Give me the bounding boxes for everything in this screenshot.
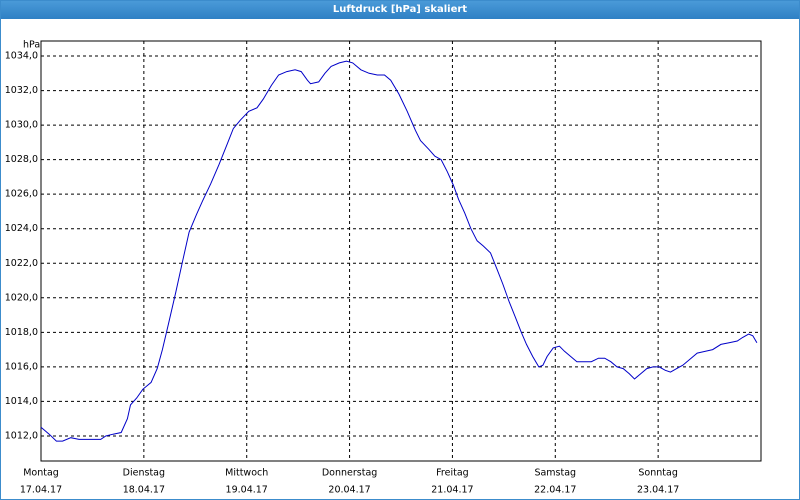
y-tick-label: 1024,0 (5, 223, 38, 234)
x-tick-label: 23.04.17 (637, 485, 679, 496)
y-tick-label: 1032,0 (5, 85, 38, 96)
y-tick-label: 1016,0 (5, 361, 38, 372)
y-tick-label: 1030,0 (5, 120, 38, 131)
y-tick-label: 1014,0 (5, 396, 38, 407)
y-tick-label: 1020,0 (5, 292, 38, 303)
x-tick-label: Freitag (436, 468, 469, 479)
x-tick-label: 22.04.17 (534, 485, 576, 496)
pressure-line (40, 60, 758, 442)
y-tick-label: 1018,0 (5, 327, 38, 338)
x-tick-label: Mittwoch (225, 468, 268, 479)
chart: hPa 1012,0 1014,0 1016,0 1018,0 1020,0 1022,0… (5, 40, 762, 496)
x-tick-label: 17.04.17 (20, 485, 62, 496)
x-tick-label: Samstag (534, 468, 576, 479)
title-bar: Luftdruck [hPa] skaliert (1, 1, 799, 19)
x-tick-label: Montag (23, 468, 59, 479)
plot-frame (40, 40, 762, 462)
y-tick-label: 1028,0 (5, 154, 38, 165)
x-tick-label: 20.04.17 (328, 485, 370, 496)
x-tick-label: 19.04.17 (226, 485, 268, 496)
y-tick-label: 1022,0 (5, 258, 38, 269)
x-tick-label: Dienstag (123, 468, 165, 479)
y-tick-label: 1034,0 (5, 51, 38, 62)
x-tick-label: 21.04.17 (431, 485, 473, 496)
y-tick-label: 1026,0 (5, 189, 38, 200)
x-tick-label: 18.04.17 (123, 485, 165, 496)
x-tick-label: Donnerstag (322, 468, 377, 479)
x-tick-label: Sonntag (638, 468, 677, 479)
y-tick-label: 1012,0 (5, 430, 38, 441)
y-unit: hPa (23, 40, 40, 51)
